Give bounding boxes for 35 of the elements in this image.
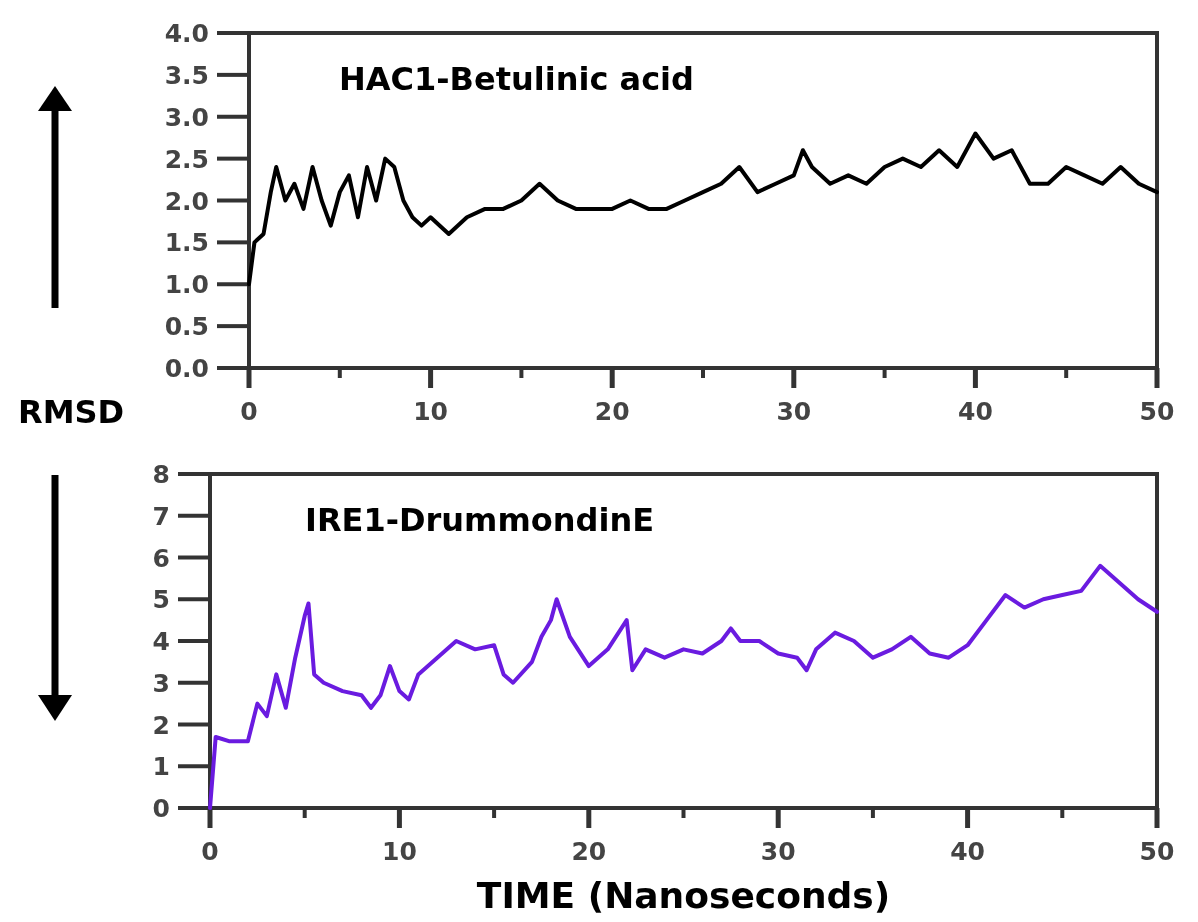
y-tick-label: 2.0 — [164, 186, 209, 216]
x-tick-label: 20 — [594, 397, 630, 426]
y-tick-label: 3.5 — [164, 60, 209, 90]
y-tick-label: 3 — [152, 668, 170, 698]
y-tick-label: 2.5 — [164, 144, 209, 174]
text: HAC1-Betulinic acid — [339, 60, 694, 98]
y-tick-label: 2 — [152, 710, 170, 740]
x-tick-label: 0 — [240, 397, 258, 426]
y-tick-label: 7 — [152, 501, 170, 531]
y-tick-label: 6 — [152, 543, 170, 573]
line-series — [247, 131, 1159, 287]
y-tick-label: 4.0 — [164, 19, 209, 48]
y-tick-label: 0 — [152, 794, 170, 823]
x-tick-label: 30 — [776, 397, 812, 426]
x-tick-label: 20 — [571, 837, 607, 866]
y-tick-label: 8 — [152, 460, 170, 489]
y-tick-label: 1 — [152, 752, 170, 782]
text: IRE1-DrummondinE — [305, 501, 655, 539]
y-tick-label: 0.5 — [164, 312, 209, 342]
y-tick-label: 1.5 — [164, 228, 209, 258]
y-tick-label: 5 — [152, 585, 170, 615]
x-axis-title: TIME (Nanoseconds) — [476, 875, 891, 916]
x-tick-label: 50 — [1139, 397, 1175, 426]
x-tick-label: 30 — [760, 837, 796, 866]
x-tick-label: 40 — [958, 397, 993, 426]
y-tick-label: 3.0 — [164, 102, 209, 132]
x-tick-label: 50 — [1139, 837, 1175, 866]
x-tick-label: 10 — [413, 397, 448, 426]
x-tick-label: 10 — [382, 837, 417, 866]
y-tick-label: 0.0 — [164, 354, 209, 383]
x-tick-label: 40 — [950, 837, 985, 866]
y-tick-label: 1.0 — [164, 270, 209, 300]
line-series — [208, 563, 1159, 810]
y-axis-title: RMSD — [18, 393, 125, 431]
y-tick-label: 4 — [152, 627, 170, 656]
